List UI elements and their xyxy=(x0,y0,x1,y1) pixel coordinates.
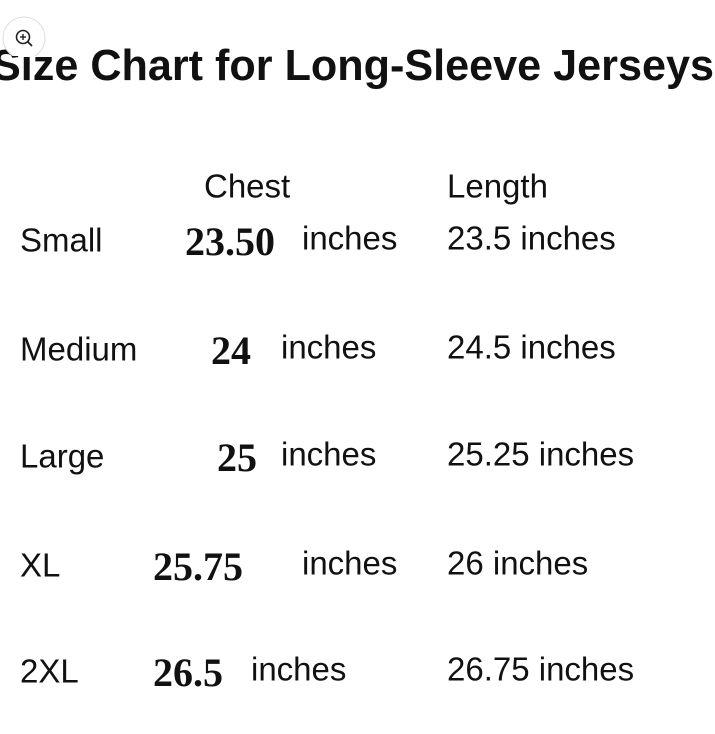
column-header: Length xyxy=(447,167,548,205)
length-value: 26 inches xyxy=(447,544,589,582)
title-area: Size Chart for Long-Sleeve Jerseys xyxy=(0,41,714,90)
zoom-button[interactable] xyxy=(2,8,50,56)
chest-number: 23.50 xyxy=(185,219,275,264)
size-label: Medium xyxy=(20,330,138,368)
chest-number: 25.75 xyxy=(153,544,243,589)
chest-unit: inches xyxy=(302,219,398,257)
zoom-handle xyxy=(27,41,33,47)
length-value: 26.75 inches xyxy=(447,650,635,688)
page-title: Size Chart for Long-Sleeve Jerseys xyxy=(0,41,714,90)
length-value: 25.25 inches xyxy=(447,435,635,473)
chest-number: 26.5 xyxy=(153,650,223,695)
chest-unit: inches xyxy=(251,650,347,688)
size-label: 2XL xyxy=(20,652,79,690)
chest-number: 24 xyxy=(211,328,251,373)
chest-unit: inches xyxy=(281,328,377,366)
size-label: Large xyxy=(20,437,105,475)
zoom-lens xyxy=(15,29,31,45)
size-label: Small xyxy=(20,221,103,259)
chest-number: 25 xyxy=(217,435,257,480)
chest-unit: inches xyxy=(302,544,398,582)
length-value: 24.5 inches xyxy=(447,328,616,366)
chest-unit: inches xyxy=(281,435,377,473)
size-label: XL xyxy=(20,546,61,584)
length-value: 23.5 inches xyxy=(447,219,616,257)
column-header: Chest xyxy=(204,167,291,205)
